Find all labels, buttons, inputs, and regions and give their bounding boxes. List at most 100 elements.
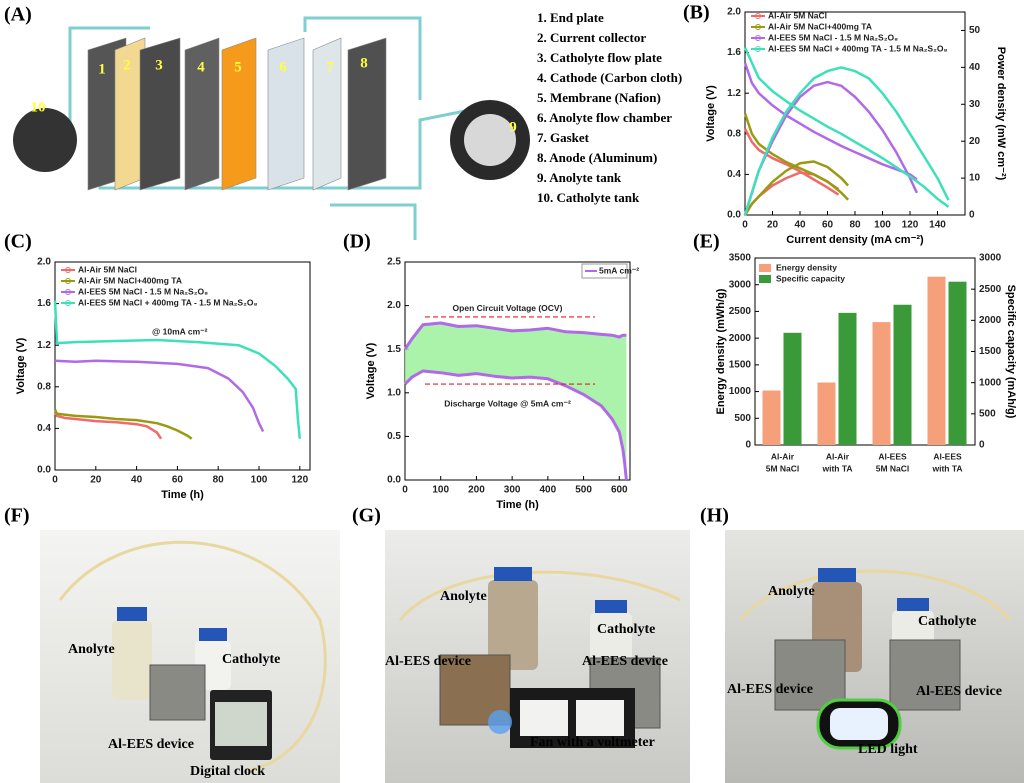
panel-label: (D) xyxy=(343,231,371,253)
legend-label: Al-EES 5M NaCl - 1.5 M Na₂S₂O₈ xyxy=(768,32,898,42)
y-tick-label: 0 xyxy=(745,440,751,451)
photo-label: Al-EES device xyxy=(582,654,668,669)
x-tick-label: 120 xyxy=(291,475,308,486)
y-tick-label: 1.0 xyxy=(387,387,401,398)
photo-label: Al-EES device xyxy=(916,684,1002,699)
x-tick-label: 200 xyxy=(468,485,485,496)
area-fill xyxy=(405,323,627,480)
component-item: 2. Current collector xyxy=(537,30,646,45)
y2-tick-label: 2500 xyxy=(979,284,1002,295)
layer-label: 8 xyxy=(360,55,368,71)
voltage-line xyxy=(53,412,163,440)
legend-marker xyxy=(755,35,761,41)
photo-f xyxy=(40,530,340,783)
y-tick-label: 1500 xyxy=(729,359,752,370)
component-item: 6. Anolyte flow chamber xyxy=(537,110,672,125)
y2-tick-label: 500 xyxy=(979,408,996,419)
y-tick-label: 1.2 xyxy=(37,340,51,351)
y-tick-label: 2.0 xyxy=(387,300,401,311)
x-tick-label: with TA xyxy=(931,463,962,473)
x-tick-label: 140 xyxy=(929,220,946,231)
y-tick-label: 3000 xyxy=(729,279,752,290)
component-item: 10. Catholyte tank xyxy=(537,190,640,205)
photo-label: Catholyte xyxy=(597,622,655,637)
legend-label: Al-EES 5M NaCl - 1.5 M Na₂S₂O₈ xyxy=(78,286,208,296)
x-tick-label: with TA xyxy=(821,463,852,473)
legend-marker xyxy=(65,300,71,306)
y-tick-label: 1.5 xyxy=(387,344,401,355)
legend-marker xyxy=(65,289,71,295)
bar xyxy=(872,322,891,445)
legend-swatch xyxy=(759,275,771,283)
voltage-line xyxy=(743,46,950,208)
component-item: 1. End plate xyxy=(537,10,604,25)
x-tick-label: 400 xyxy=(540,485,557,496)
panel-label: (C) xyxy=(4,231,32,253)
photo-label: LED light xyxy=(858,742,918,757)
x-tick-label: 40 xyxy=(794,220,806,231)
component-item: 3. Catholyte flow plate xyxy=(537,50,662,65)
layer-label: 10 xyxy=(31,99,46,115)
legend-label: Specific capacity xyxy=(776,273,845,283)
legend-box xyxy=(581,263,628,279)
x-tick-label: Al-Air xyxy=(826,451,850,461)
photo-label: Catholyte xyxy=(918,614,976,629)
legend-marker xyxy=(755,24,761,30)
y2-axis-label: Specific capacity (mAh/g) xyxy=(1005,285,1017,419)
layer-label: 4 xyxy=(197,59,205,75)
bar xyxy=(838,312,857,445)
voltage-line xyxy=(54,359,265,433)
discharge-line xyxy=(403,369,628,481)
x-tick-label: 300 xyxy=(504,485,521,496)
tank-face xyxy=(464,114,516,166)
photo-label: Catholyte xyxy=(222,652,280,667)
bar xyxy=(783,332,802,445)
y-tick-label: 0.8 xyxy=(727,128,741,139)
y2-tick-label: 1000 xyxy=(979,377,1002,388)
panel-label: (B) xyxy=(683,2,710,24)
photo-label: Anolyte xyxy=(440,589,487,604)
voltage-line xyxy=(743,62,918,181)
layer-label: 9 xyxy=(509,119,517,135)
y2-tick-label: 10 xyxy=(969,173,981,184)
bar xyxy=(948,281,967,445)
x-axis-label: Time (h) xyxy=(161,489,204,501)
x-tick-label: 80 xyxy=(213,475,225,486)
photo-label: Anolyte xyxy=(68,642,115,657)
power-line xyxy=(743,66,950,216)
x-tick-label: 20 xyxy=(90,475,102,486)
plate xyxy=(347,37,387,191)
legend-label: Al-EES 5M NaCl + 400mg TA - 1.5 M Na₂S₂O… xyxy=(78,297,257,307)
x-tick-label: 120 xyxy=(902,220,919,231)
y-axis-label: Voltage (V) xyxy=(705,85,717,142)
component-item: 4. Cathode (Carbon cloth) xyxy=(537,70,682,85)
annotation: @ 10mA cm⁻² xyxy=(152,326,208,336)
layer-label: 6 xyxy=(279,59,287,75)
y-tick-label: 0.5 xyxy=(387,431,401,442)
legend-marker xyxy=(755,46,761,52)
bar xyxy=(762,390,781,445)
x-tick-label: 0 xyxy=(52,475,58,486)
legend-marker xyxy=(755,13,761,19)
photo-label: Al-EES device xyxy=(727,682,813,697)
plate xyxy=(267,37,305,191)
component-item: 7. Gasket xyxy=(537,130,590,145)
x-tick-label: 20 xyxy=(767,220,779,231)
photo-label: Digital clock xyxy=(190,764,265,779)
y-tick-label: 1000 xyxy=(729,386,752,397)
layer-label: 2 xyxy=(123,57,131,73)
photo-label: Al-EES device xyxy=(108,737,194,752)
component-item: 5. Membrane (Nafion) xyxy=(537,90,661,105)
y2-tick-label: 0 xyxy=(969,210,975,221)
x-tick-label: Al-EES xyxy=(878,451,907,461)
y2-tick-label: 50 xyxy=(969,25,981,36)
legend-marker xyxy=(65,267,71,273)
x-axis-label: Time (h) xyxy=(496,499,539,511)
legend-swatch xyxy=(759,264,771,272)
photo-h xyxy=(725,530,1024,783)
panel-label: (E) xyxy=(693,231,720,253)
y-tick-label: 0.4 xyxy=(727,169,741,180)
y2-tick-label: 20 xyxy=(969,136,981,147)
plate xyxy=(184,37,220,191)
component-item: 8. Anode (Aluminum) xyxy=(537,150,657,165)
